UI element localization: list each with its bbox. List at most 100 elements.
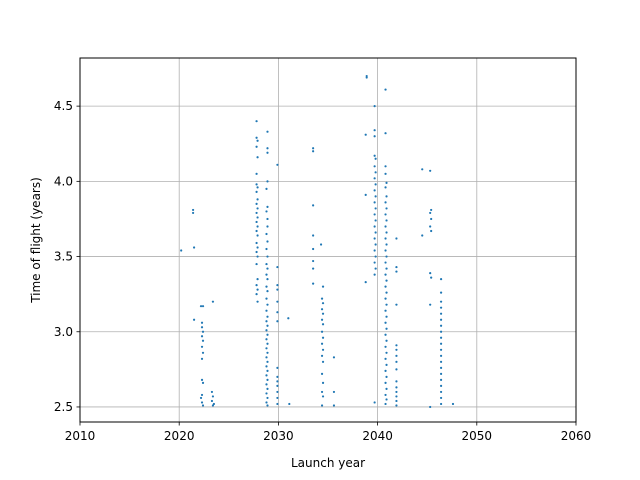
data-point: [265, 262, 268, 266]
data-point: [320, 404, 324, 407]
data-point: [384, 309, 387, 312]
data-point: [255, 136, 258, 139]
data-point: [439, 384, 443, 388]
data-point: [256, 278, 259, 281]
data-point: [265, 374, 268, 377]
data-point: [312, 150, 315, 153]
data-point: [364, 193, 367, 196]
data-point: [365, 76, 368, 79]
data-point: [266, 267, 269, 270]
data-point: [276, 366, 279, 369]
data-point: [265, 329, 268, 332]
data-point: [200, 321, 204, 324]
y-tick-label: 2.5: [54, 400, 73, 414]
data-point: [395, 404, 398, 407]
data-point: [395, 395, 398, 398]
data-point: [266, 342, 269, 345]
data-point: [201, 351, 205, 354]
data-point: [384, 172, 387, 175]
data-point: [374, 171, 377, 174]
data-point: [321, 395, 325, 398]
data-point: [255, 262, 258, 266]
data-point: [429, 211, 432, 215]
data-point: [200, 357, 204, 360]
data-point: [266, 255, 269, 258]
data-point: [255, 211, 258, 215]
data-point: [266, 351, 269, 354]
data-point: [255, 293, 258, 296]
data-point: [276, 384, 279, 388]
data-point: [210, 390, 214, 394]
data-point: [430, 208, 433, 212]
data-point: [439, 402, 443, 406]
data-point: [320, 308, 324, 311]
data-point: [312, 247, 315, 251]
data-point: [429, 169, 432, 172]
data-point: [374, 267, 377, 270]
data-point: [384, 249, 387, 252]
x-tick-label: 2050: [462, 429, 493, 443]
data-point: [332, 404, 336, 407]
data-point: [373, 189, 376, 192]
data-point: [395, 354, 398, 357]
data-point: [429, 405, 432, 409]
data-point: [385, 303, 388, 306]
data-point: [439, 278, 443, 281]
data-point: [374, 207, 377, 210]
data-point: [374, 243, 377, 246]
data-point: [276, 375, 279, 378]
data-point: [385, 339, 388, 342]
data-point: [395, 303, 398, 306]
data-point: [373, 273, 376, 276]
data-point: [385, 387, 388, 391]
data-point: [266, 278, 269, 281]
data-point: [384, 402, 387, 406]
data-point: [199, 305, 203, 308]
data-point: [395, 344, 398, 347]
data-point: [439, 306, 443, 309]
data-point: [276, 390, 279, 394]
data-point: [429, 225, 432, 228]
data-point: [312, 204, 315, 207]
x-tick-label: 2010: [65, 429, 96, 443]
data-point: [255, 250, 258, 254]
data-point: [266, 225, 269, 228]
data-point: [211, 404, 215, 407]
data-point: [320, 354, 324, 357]
data-point: [373, 105, 376, 108]
data-point: [385, 231, 388, 234]
data-point: [320, 342, 324, 345]
data-point: [384, 345, 387, 348]
data-point: [256, 156, 259, 159]
data-point: [201, 404, 205, 407]
data-point: [373, 135, 376, 138]
data-point: [395, 265, 398, 269]
data-point: [276, 402, 279, 406]
data-point: [319, 243, 323, 246]
data-point: [266, 396, 269, 400]
data-point: [276, 284, 279, 287]
data-point: [374, 195, 377, 198]
data-point: [320, 330, 324, 333]
data-point: [255, 183, 258, 186]
data-point: [312, 267, 315, 270]
data-point: [364, 133, 367, 136]
data-point: [385, 375, 388, 378]
data-point: [439, 366, 443, 369]
data-point: [276, 311, 279, 314]
data-point: [439, 360, 443, 363]
data-point: [439, 312, 443, 315]
data-point: [385, 291, 388, 294]
data-point: [266, 360, 269, 363]
data-point: [256, 186, 259, 189]
data-point: [255, 229, 258, 233]
data-point: [332, 356, 336, 359]
data-point: [255, 190, 258, 193]
plot-frame: [79, 57, 577, 423]
data-point: [266, 130, 269, 133]
data-point: [384, 132, 387, 135]
data-point: [439, 396, 443, 400]
data-point: [385, 315, 388, 318]
data-point: [266, 315, 269, 318]
data-point: [266, 240, 269, 243]
